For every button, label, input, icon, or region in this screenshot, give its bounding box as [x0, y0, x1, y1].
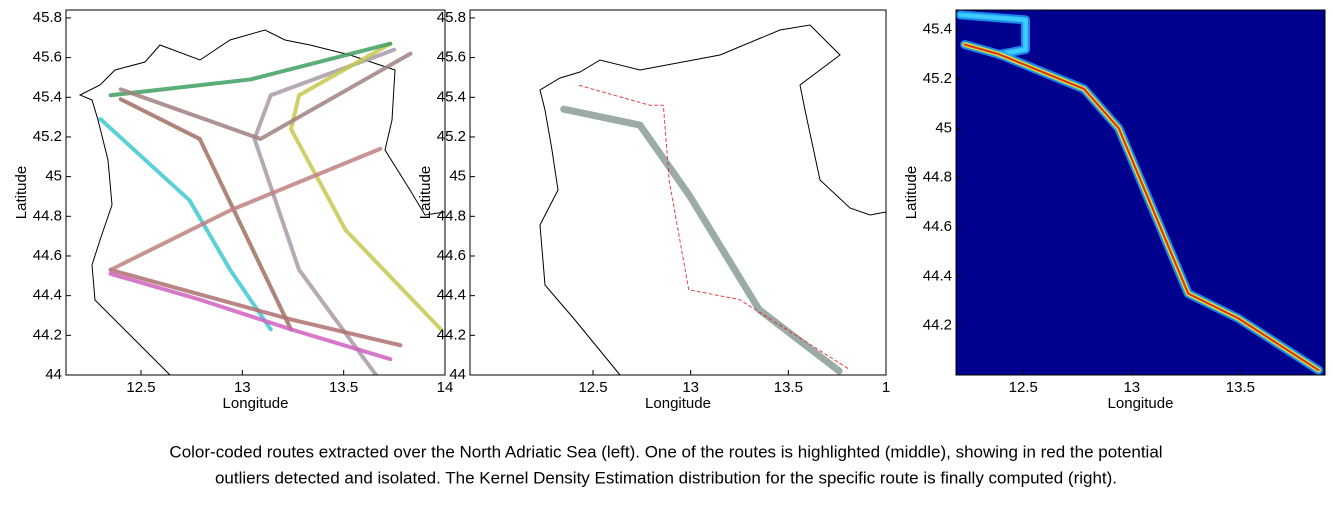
route	[108, 271, 393, 362]
y-tick-label: 44.4	[437, 287, 466, 304]
axes-frame	[65, 9, 446, 376]
plot: 12.5 13 13.5 1 44 44.2 44.4 44.6 44.8 45 45.2 45.4 4…	[417, 9, 890, 412]
y-tick-label: 45.4	[33, 88, 62, 105]
y-tick-label: 45.6	[437, 49, 466, 66]
plot: 12.5 13 13.5 44.2 44.4 44.6 44.8 45 45.2 45.4 Long…	[903, 9, 1326, 412]
plot-area	[956, 10, 1323, 375]
y-tick-label: 45.8	[437, 9, 466, 26]
x-tick-label: 14	[437, 379, 454, 396]
route	[288, 41, 443, 332]
route	[959, 13, 1027, 56]
y-tick-label: 45.4	[923, 21, 952, 38]
x-tick-label: 12.5	[578, 379, 607, 396]
route	[98, 117, 273, 332]
route	[118, 97, 293, 332]
y-tick-label: 44.4	[923, 267, 952, 284]
x-axis-label: Longitude	[223, 395, 289, 412]
caption-line: Color-coded routes extracted over the No…	[169, 442, 1162, 461]
y-tick-label: 44.8	[923, 169, 952, 186]
x-tick-label: 12.5	[1009, 379, 1038, 396]
route	[578, 84, 850, 370]
axes-frame	[469, 9, 887, 376]
x-tick-label: 13.5	[329, 379, 358, 396]
x-tick-label: 13	[682, 379, 699, 396]
route	[108, 267, 403, 348]
y-tick-label: 44.2	[33, 326, 62, 343]
route	[560, 105, 843, 375]
x-tick-label: 13.5	[1226, 379, 1255, 396]
y-tick-label: 45.4	[437, 88, 466, 105]
coastline	[78, 29, 446, 376]
y-tick-label: 44.2	[923, 317, 952, 334]
x-tick-label: 13	[234, 379, 251, 396]
route	[963, 43, 1320, 372]
y-tick-label: 44.6	[923, 218, 952, 235]
route	[118, 51, 413, 141]
y-tick-label: 45.2	[33, 128, 62, 145]
plot: 12.5 13 13.5 14 44 44.2 44.4 44.6 44.8 45 45.2 45.4…	[13, 9, 453, 412]
y-tick-label: 44.2	[437, 326, 466, 343]
y-axis-label: Latitude	[13, 166, 30, 219]
y-tick-label: 44.6	[437, 247, 466, 264]
caption-line: outliers detected and isolated. The Kern…	[215, 468, 1117, 487]
plot-area	[98, 41, 443, 375]
y-tick-label: 45.2	[923, 70, 952, 87]
y-tick-label: 44.6	[33, 247, 62, 264]
route	[252, 47, 397, 375]
route	[108, 146, 383, 272]
x-tick-label: 13.5	[774, 379, 803, 396]
y-tick-label: 45.6	[33, 49, 62, 66]
coastline	[539, 24, 887, 376]
axes-frame	[955, 9, 1326, 376]
y-axis-label: Latitude	[903, 166, 920, 219]
x-axis-label: Longitude	[645, 395, 711, 412]
y-tick-label: 45	[449, 168, 466, 185]
y-tick-label: 45	[45, 168, 62, 185]
x-tick-label: 12.5	[126, 379, 155, 396]
y-tick-label: 44.4	[33, 287, 62, 304]
y-axis-label: Latitude	[417, 166, 434, 219]
route	[108, 41, 393, 98]
y-tick-label: 44.8	[33, 207, 62, 224]
y-tick-label: 44.8	[437, 207, 466, 224]
y-tick-label: 44	[45, 366, 62, 383]
x-tick-label: 1	[882, 379, 890, 396]
y-tick-label: 45	[935, 119, 952, 136]
plot-background	[956, 10, 1325, 375]
x-axis-label: Longitude	[1108, 395, 1174, 412]
x-tick-label: 13	[1123, 379, 1140, 396]
plot-area	[560, 84, 850, 375]
y-tick-label: 45.2	[437, 128, 466, 145]
y-tick-label: 45.8	[33, 9, 62, 26]
y-tick-label: 44	[449, 366, 466, 383]
